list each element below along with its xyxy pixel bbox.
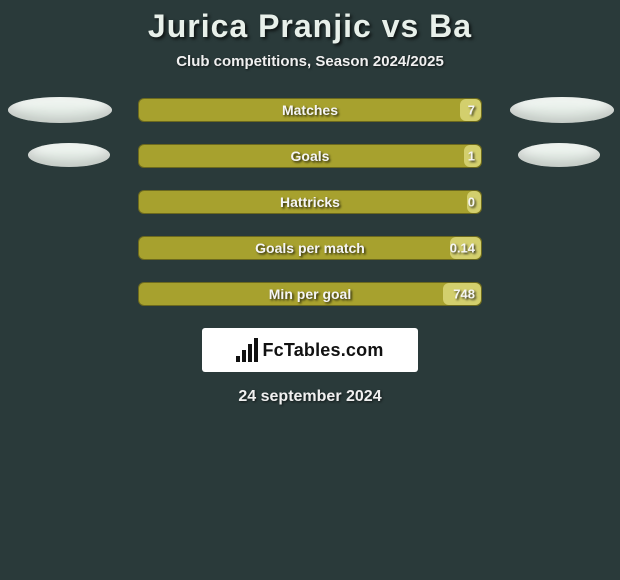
stat-rows: Matches 7 Goals 1 Hattricks 0 Goals per match 0… — [0, 98, 620, 306]
stat-row: Matches 7 — [0, 98, 620, 122]
stat-bar: Hattricks 0 — [138, 190, 482, 214]
stat-bar: Min per goal 748 — [138, 282, 482, 306]
stat-row: Goals per match 0.14 — [0, 236, 620, 260]
bar-chart-icon — [236, 338, 260, 362]
stat-label: Hattricks — [280, 194, 340, 210]
logo-box: FcTables.com — [202, 328, 418, 372]
stat-bar: Goals 1 — [138, 144, 482, 168]
logo-text: FcTables.com — [262, 340, 383, 361]
subtitle: Club competitions, Season 2024/2025 — [0, 53, 620, 70]
stat-value: 0.14 — [450, 241, 475, 256]
infographic-root: Jurica Pranjic vs Ba Club competitions, … — [0, 0, 620, 580]
stat-value: 748 — [453, 287, 475, 302]
stat-row: Goals 1 — [0, 144, 620, 168]
stat-value: 7 — [468, 103, 475, 118]
date-label: 24 september 2024 — [0, 388, 620, 406]
stat-row: Hattricks 0 — [0, 190, 620, 214]
page-title: Jurica Pranjic vs Ba — [0, 0, 620, 45]
stat-row: Min per goal 748 — [0, 282, 620, 306]
stat-bar: Matches 7 — [138, 98, 482, 122]
stat-label: Goals per match — [255, 240, 365, 256]
stats-area: Matches 7 Goals 1 Hattricks 0 Goals per match 0… — [0, 98, 620, 306]
stat-label: Min per goal — [269, 286, 351, 302]
stat-bar: Goals per match 0.14 — [138, 236, 482, 260]
stat-value: 1 — [468, 149, 475, 164]
stat-value: 0 — [468, 195, 475, 210]
stat-label: Goals — [291, 148, 330, 164]
stat-label: Matches — [282, 102, 338, 118]
